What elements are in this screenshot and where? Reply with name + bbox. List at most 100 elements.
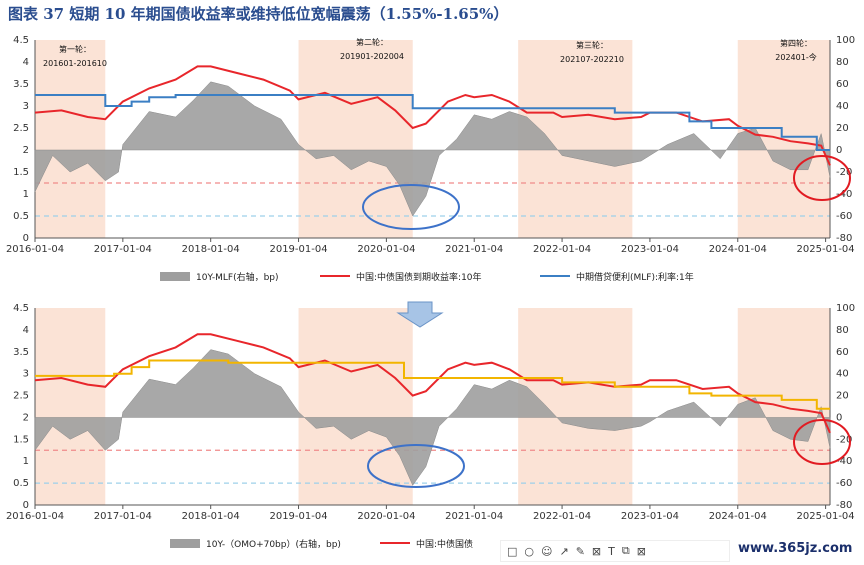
x-tick-label: 2020-01-04	[357, 511, 415, 522]
x-tick-label: 2023-01-04	[621, 244, 679, 255]
layers-icon[interactable]: ⧉	[621, 544, 630, 557]
chart-panel-top: 0 0.5 1 1.5 2 2.5 3 3.5 4 4.5 -80 -60 -40 -20 0 20 40 60 8…	[6, 35, 855, 283]
y-right-tick-label: -20	[836, 434, 852, 445]
y-right-tick-label: 40	[836, 369, 849, 380]
phase-band	[35, 308, 106, 505]
x-tick-label: 2019-01-04	[269, 511, 327, 522]
phase-range-label: 201601-201610	[43, 59, 107, 68]
y-right-tick-label: 100	[836, 35, 855, 46]
yield-line	[34, 333, 831, 434]
y-right-tick-label: -80	[836, 233, 852, 244]
legend-entry: 中国:中债国债到期收益率:10年	[356, 271, 482, 283]
y-right-tick-label: 0	[836, 145, 842, 156]
omo-line	[35, 359, 830, 410]
y-left-tick-label: 1	[23, 189, 29, 200]
smile-icon[interactable]: ☺	[541, 544, 553, 558]
text-icon[interactable]: T	[608, 544, 615, 558]
x-tick-label: 2018-01-04	[182, 244, 240, 255]
legend-swatch	[160, 272, 190, 281]
y-right-tick-label: -20	[836, 167, 852, 178]
y-right-tick-label: -40	[836, 189, 852, 200]
x-tick-label: 2024-01-04	[709, 511, 767, 522]
x-tick-label: 2016-01-04	[6, 511, 64, 522]
y-left-tick-label: 0	[23, 500, 29, 511]
y-left-tick-label: 2.5	[13, 123, 29, 134]
y-left-tick-label: 4	[23, 325, 29, 336]
x-tick-label: 2021-01-04	[445, 511, 503, 522]
y-right-tick-label: 20	[836, 391, 849, 402]
legend-entry: 中期借贷便利(MLF):利率:1年	[576, 271, 694, 283]
phase-label: 第一轮：	[59, 44, 91, 54]
y-left-tick-label: 0.5	[13, 211, 29, 222]
text-box-icon[interactable]: ⊠	[591, 544, 602, 558]
y-right-tick-label: -60	[836, 478, 852, 489]
y-left-tick-label: 3.5	[13, 79, 29, 90]
y-right-tick-label: -40	[836, 456, 852, 467]
y-left-tick-label: 3.5	[13, 347, 29, 358]
mlf-line	[35, 94, 830, 151]
x-tick-label: 2019-01-04	[269, 244, 327, 255]
pencil-icon[interactable]: ✎	[575, 544, 585, 558]
phase-band	[35, 40, 106, 238]
close-box-icon[interactable]: ⊠	[636, 544, 646, 558]
x-tick-label: 2023-01-04	[621, 511, 679, 522]
x-tick-label: 2024-01-04	[709, 244, 767, 255]
phase-label: 第二轮：	[356, 37, 388, 47]
trough-circle	[367, 444, 465, 488]
y-left-tick-label: 3	[23, 101, 29, 112]
y-left-tick-label: 1.5	[13, 167, 29, 178]
phase-label: 第四轮：	[780, 38, 812, 48]
x-tick-label: 2021-01-04	[445, 244, 503, 255]
y-left-tick-label: 3	[23, 369, 29, 380]
y-left-tick-label: 1	[23, 456, 29, 467]
legend-entry: 10Y-（OMO+70bp）(右轴，bp)	[206, 538, 341, 550]
arrow-icon[interactable]: ↗	[559, 544, 569, 558]
down-arrow-icon	[396, 301, 444, 328]
legend-swatch	[170, 539, 200, 548]
spread-area	[34, 81, 831, 217]
latest-circle	[793, 419, 851, 465]
y-right-tick-label: 60	[836, 79, 849, 90]
x-tick-label: 2020-01-04	[357, 244, 415, 255]
square-icon[interactable]: □	[507, 544, 518, 558]
chart-panel-bottom: 0 0.5 1 1.5 2 2.5 3 3.5 4 4.5 -80 -60 -40 -20 0 20 40 60 8…	[6, 303, 855, 550]
latest-circle	[793, 155, 851, 201]
y-left-tick-label: 2	[23, 145, 29, 156]
x-tick-label: 2025-01-04	[797, 511, 855, 522]
yield-line	[34, 65, 831, 166]
spread-area	[34, 349, 831, 486]
y-right-tick-label: 80	[836, 325, 849, 336]
y-right-tick-label: 40	[836, 101, 849, 112]
x-tick-label: 2017-01-04	[94, 511, 152, 522]
y-right-tick-label: 100	[836, 303, 855, 314]
chart-title: 图表 37 短期 10 年期国债收益率或维持低位宽幅震荡（1.55%-1.65%…	[8, 5, 509, 23]
x-tick-label: 2018-01-04	[182, 511, 240, 522]
y-left-tick-label: 4.5	[13, 303, 29, 314]
y-left-tick-label: 0	[23, 233, 29, 244]
y-right-tick-label: 0	[836, 412, 842, 423]
y-left-tick-label: 2	[23, 412, 29, 423]
x-tick-label: 2017-01-04	[94, 244, 152, 255]
y-left-tick-label: 2.5	[13, 391, 29, 402]
annotation-toolbar: □ ○ ☺ ↗ ✎ ⊠ T ⧉ ⊠	[500, 540, 730, 562]
phase-band	[298, 40, 413, 238]
phase-range-label: 201901-202004	[340, 52, 404, 61]
phase-label: 第三轮：	[576, 40, 608, 50]
watermark: www.365jz.com	[738, 541, 853, 556]
y-right-tick-label: 20	[836, 123, 849, 134]
y-right-tick-label: -60	[836, 211, 852, 222]
y-right-tick-label: 60	[836, 347, 849, 358]
y-right-tick-label: 80	[836, 57, 849, 68]
legend-entry: 中国:中债国债	[416, 538, 473, 550]
phase-range-label: 202401-今	[775, 52, 816, 62]
phase-range-label: 202107-202210	[560, 55, 624, 64]
y-left-tick-label: 4.5	[13, 35, 29, 46]
y-right-tick-label: -80	[836, 500, 852, 511]
legend-entry: 10Y-MLF(右轴，bp)	[196, 271, 279, 283]
phase-band	[298, 308, 413, 505]
circle-icon[interactable]: ○	[524, 544, 535, 558]
x-tick-label: 2022-01-04	[533, 244, 591, 255]
x-tick-label: 2025-01-04	[797, 244, 855, 255]
trough-circle	[362, 184, 460, 230]
